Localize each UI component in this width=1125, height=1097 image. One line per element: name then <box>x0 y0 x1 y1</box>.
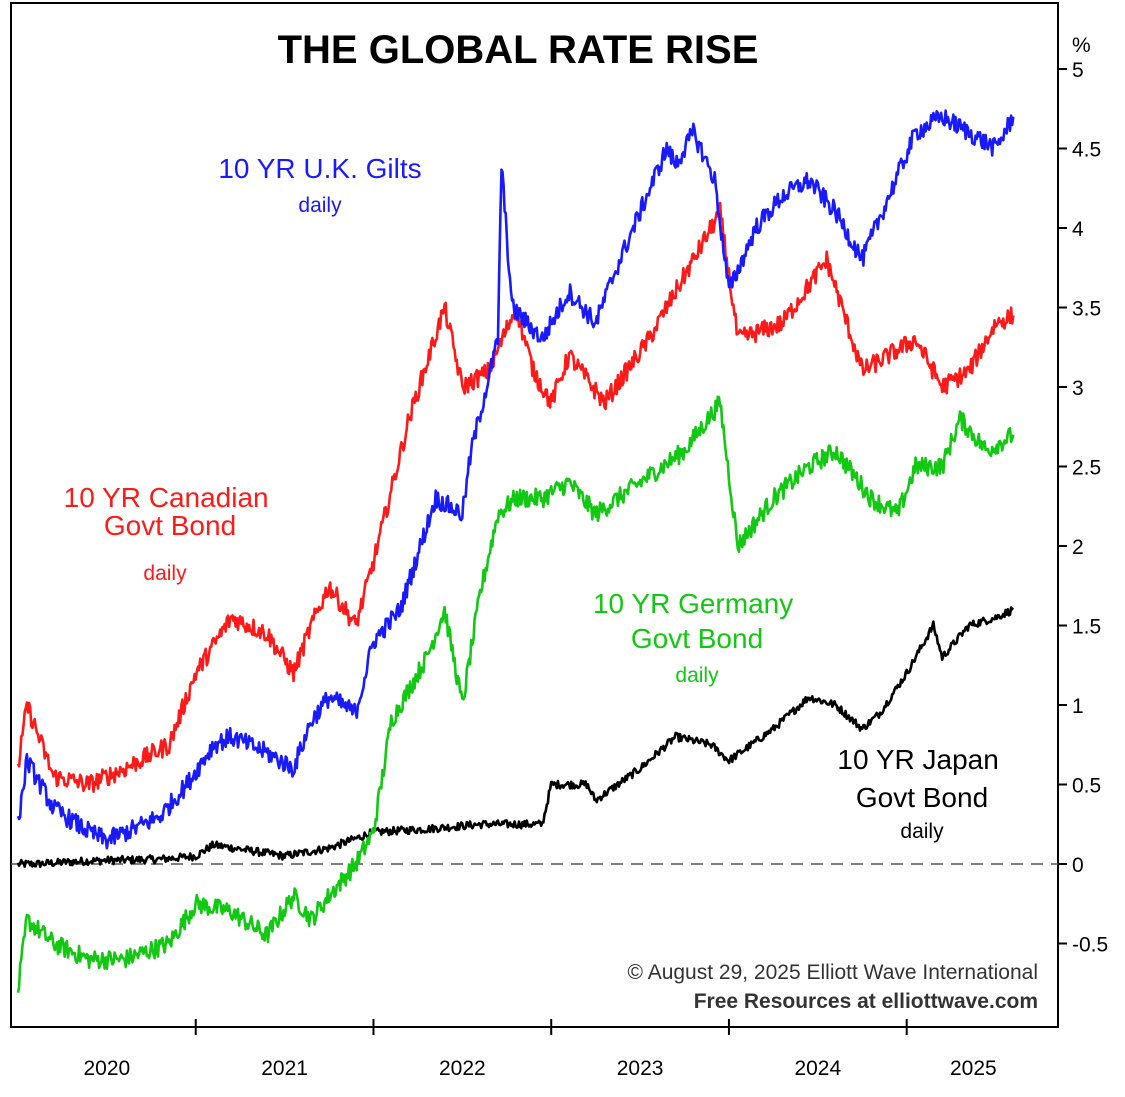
copyright-text: © August 29, 2025 Elliott Wave Internati… <box>628 961 1038 984</box>
canada-label-text-line2: Govt Bond <box>104 510 236 541</box>
y-tick-label: 5 <box>1072 59 1084 82</box>
y-tick-label: 1.5 <box>1072 616 1101 639</box>
y-axis: 5 4.5 4 3.5 3 2.5 2 1.5 1 0.5 0 -0.5 <box>11 59 1108 957</box>
germany-label-text: 10 YR Germany <box>593 588 793 619</box>
germany-label: 10 YR Germany Govt Bond <box>593 588 801 654</box>
germany-series-line <box>16 395 1015 993</box>
y-tick-label: 0.5 <box>1072 775 1101 798</box>
x-tick-label: 2025 <box>950 1057 997 1080</box>
y-tick-label: 3 <box>1072 377 1084 400</box>
y-tick-label: -0.5 <box>1072 934 1108 957</box>
japan-sublabel: daily <box>900 820 944 843</box>
y-tick-label: 2.5 <box>1072 457 1101 480</box>
x-tick-label: 2024 <box>794 1057 841 1080</box>
japan-series-line <box>16 606 1014 869</box>
japan-label-text-line2: Govt Bond <box>856 782 988 813</box>
y-tick-label: 4.5 <box>1072 139 1101 162</box>
canada-label-text: 10 YR Canadian <box>64 482 269 513</box>
y-tick-label: 3.5 <box>1072 298 1101 321</box>
chart-title: THE GLOBAL RATE RISE <box>278 28 759 72</box>
x-tick-label: 2021 <box>261 1057 308 1080</box>
y-tick-label: 2 <box>1072 536 1084 559</box>
japan-label-text: 10 YR Japan <box>837 744 998 775</box>
y-tick-label: 4 <box>1072 218 1084 241</box>
canada-label-line1: 10 YR Canadian Govt Bond <box>64 482 277 541</box>
uk-gilts-label: 10 YR U.K. Gilts <box>218 153 421 184</box>
y-axis-unit-label: % <box>1072 34 1091 57</box>
uk-gilts-series-line <box>16 109 1015 850</box>
x-tick-label: 2023 <box>617 1057 664 1080</box>
x-tick-label: 2020 <box>84 1057 131 1080</box>
x-axis: 2020 2021 2022 2023 2024 2025 <box>84 1019 997 1080</box>
source-text: Free Resources at elliottwave.com <box>694 990 1038 1013</box>
germany-sublabel: daily <box>675 664 719 687</box>
uk-gilts-sublabel: daily <box>298 194 342 217</box>
canada-sublabel: daily <box>143 562 187 585</box>
series-layer <box>16 109 1015 993</box>
y-tick-label: 0 <box>1072 854 1084 877</box>
x-tick-label: 2022 <box>439 1057 486 1080</box>
japan-label: 10 YR Japan Govt Bond <box>837 744 1006 813</box>
germany-label-text-line2: Govt Bond <box>631 623 763 654</box>
y-tick-label: 1 <box>1072 695 1084 718</box>
